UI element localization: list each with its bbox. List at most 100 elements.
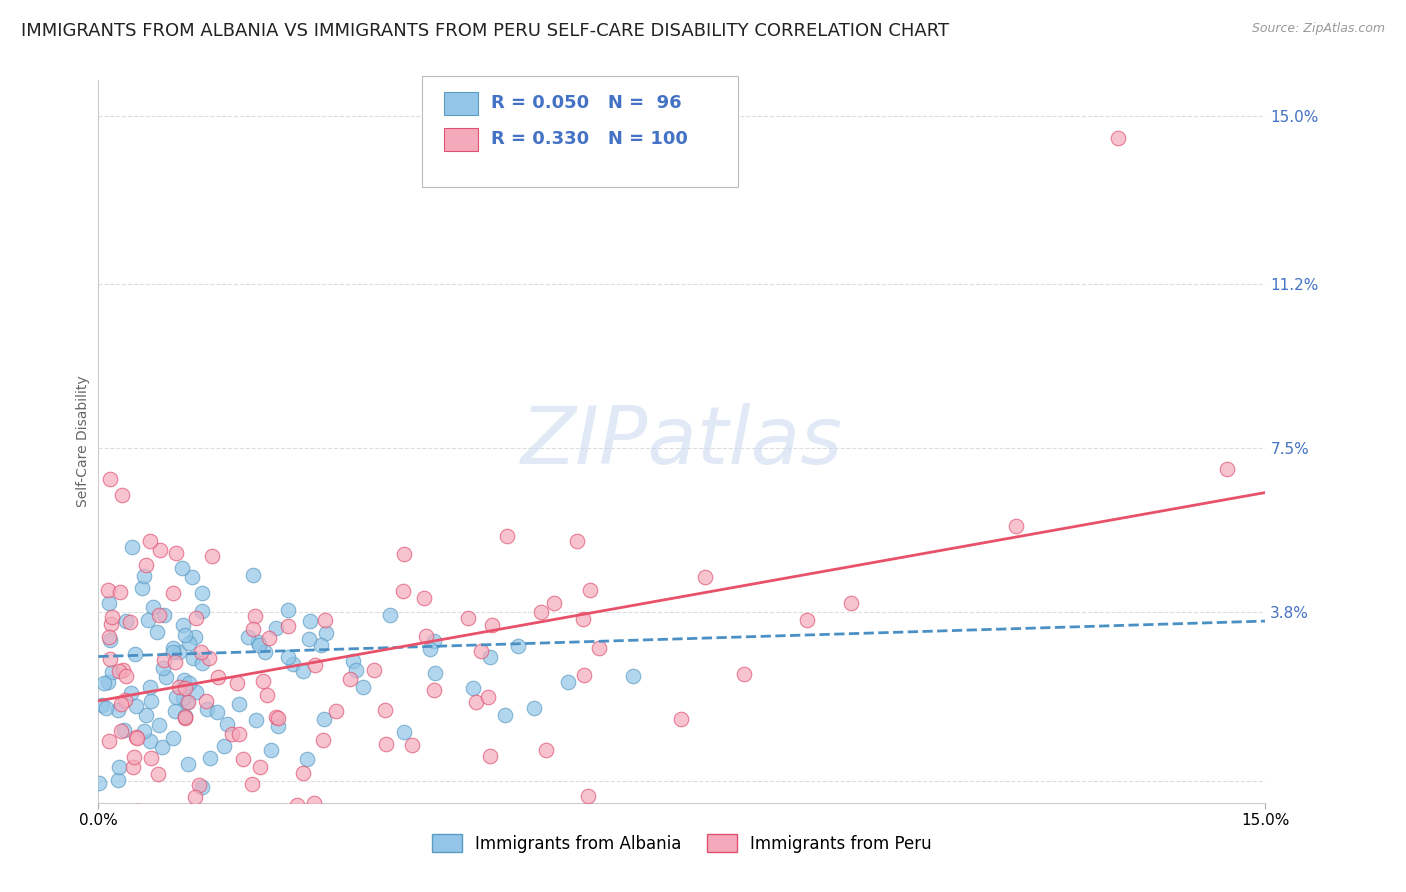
Point [470, 643, 492, 657]
Point [97, 583, 120, 598]
Point [94, 701, 117, 715]
Point [162, 645, 184, 659]
Point [245, 714, 267, 728]
Point [87, 776, 110, 790]
Point [135, 558, 157, 573]
Point [184, 630, 207, 644]
Point [281, 657, 304, 671]
Point [110, 697, 132, 711]
Point [344, 664, 367, 678]
Point [132, 723, 155, 738]
Point [152, 608, 174, 623]
Point [304, 796, 326, 810]
Point [543, 596, 565, 610]
Point [242, 568, 264, 582]
Point [572, 668, 595, 682]
Point [108, 759, 131, 773]
Point [588, 640, 610, 655]
Point [111, 488, 134, 502]
Point [152, 661, 174, 675]
Point [173, 708, 195, 723]
Point [530, 605, 553, 619]
Point [423, 665, 446, 680]
Point [312, 733, 335, 747]
Point [167, 645, 190, 659]
Point [1005, 519, 1028, 533]
Point [1215, 462, 1237, 476]
Point [125, 699, 148, 714]
Point [101, 610, 124, 624]
Point [127, 804, 149, 818]
Point [579, 583, 602, 598]
Point [245, 608, 267, 623]
Point [215, 717, 238, 731]
Point [120, 686, 142, 700]
Point [534, 742, 557, 756]
Point [111, 663, 134, 677]
Point [352, 680, 374, 694]
Point [246, 635, 269, 649]
Point [177, 676, 200, 690]
Point [796, 613, 818, 627]
Point [292, 665, 315, 679]
Point [181, 651, 204, 665]
Point [174, 710, 197, 724]
Point [523, 700, 546, 714]
Point [91, 698, 114, 712]
Point [121, 760, 143, 774]
Point [315, 626, 337, 640]
Point [198, 651, 221, 665]
Point [177, 756, 200, 771]
Point [115, 669, 138, 683]
Point [464, 694, 486, 708]
Point [314, 613, 336, 627]
Point [1107, 131, 1129, 145]
Point [314, 712, 336, 726]
Point [118, 615, 141, 630]
Point [135, 708, 157, 723]
Point [342, 654, 364, 668]
Point [207, 670, 229, 684]
Text: R = 0.050   N =  96: R = 0.050 N = 96 [491, 95, 682, 112]
Point [146, 766, 169, 780]
Point [194, 694, 217, 708]
Point [190, 645, 212, 659]
Point [264, 710, 287, 724]
Point [267, 711, 290, 725]
Point [101, 665, 124, 680]
Point [191, 586, 214, 600]
Point [277, 603, 299, 617]
Point [228, 697, 250, 711]
Point [184, 790, 207, 805]
Point [176, 695, 198, 709]
Point [621, 668, 644, 682]
Point [112, 723, 135, 738]
Point [97, 674, 120, 689]
Point [479, 649, 502, 664]
Point [165, 704, 187, 718]
Point [191, 656, 214, 670]
Point [121, 540, 143, 554]
Point [131, 582, 153, 596]
Point [256, 688, 278, 702]
Point [108, 585, 131, 599]
Point [401, 738, 423, 752]
Point [162, 586, 184, 600]
Point [419, 641, 441, 656]
Point [508, 639, 530, 653]
Point [267, 719, 290, 733]
Point [839, 596, 862, 610]
Point [146, 625, 169, 640]
Point [138, 613, 160, 627]
Point [252, 674, 274, 689]
Point [100, 617, 122, 632]
Point [380, 608, 402, 623]
Point [292, 765, 315, 780]
Point [132, 569, 155, 583]
Point [177, 695, 200, 709]
Point [339, 673, 361, 687]
Point [311, 638, 333, 652]
Point [477, 690, 499, 704]
Point [139, 533, 162, 548]
Point [191, 780, 214, 795]
